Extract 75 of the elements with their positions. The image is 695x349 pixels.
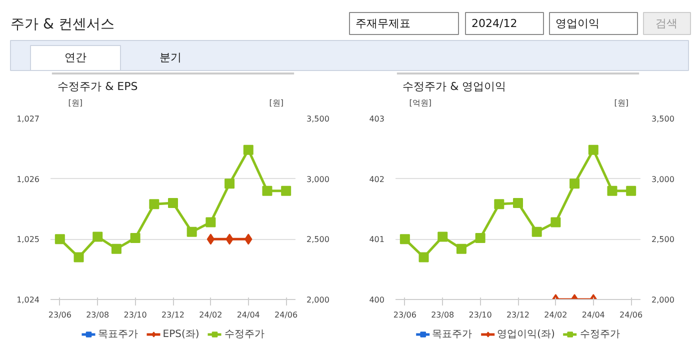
y-tick-label: 402: [369, 174, 385, 184]
point: [513, 198, 523, 208]
x-tick-label: 24/04: [582, 310, 605, 320]
point: [262, 186, 272, 196]
point: [130, 232, 140, 243]
legend-label: EPS(좌): [162, 328, 200, 341]
point: [570, 178, 580, 189]
x-tick-label: 23/10: [468, 310, 492, 320]
point: [438, 232, 448, 242]
point: [206, 217, 216, 228]
x-tick-label: 24/04: [236, 310, 260, 320]
y2-tick-label: 2,000: [306, 296, 330, 304]
text: 주가 & 컨센서스: [10, 16, 114, 32]
text: 주재무제표: [356, 17, 410, 30]
y-tick-label: 1,025: [16, 235, 40, 244]
y2-axis-title: [원]: [269, 98, 284, 108]
legend-label: 목표주가: [432, 328, 472, 341]
x-tick-label: 23/06: [393, 310, 416, 320]
point: [532, 226, 542, 237]
text: 검색: [656, 17, 678, 30]
x-tick-label: 24/06: [274, 310, 298, 320]
y2-tick-label: 3,500: [306, 114, 330, 124]
point: [281, 186, 292, 196]
y2-tick-label: 2,500: [652, 235, 674, 244]
y-tick-label: 403: [369, 114, 385, 124]
y-tick-label: 400: [369, 296, 385, 304]
text: 연간: [64, 51, 86, 64]
x-tick-label: 23/12: [506, 310, 530, 320]
y-tick-label: 1,024: [16, 296, 40, 304]
point: [224, 178, 235, 189]
y2-tick-label: 2,000: [652, 296, 674, 304]
point: [456, 244, 466, 254]
point: [74, 252, 84, 262]
text: 2024/12: [472, 17, 518, 30]
text: 분기: [160, 51, 182, 64]
point: [475, 232, 486, 243]
x-tick-label: 24/06: [620, 310, 643, 320]
chart-title: 수정주가 & EPS: [58, 80, 138, 93]
y-axis-title: [원]: [68, 98, 82, 108]
point: [168, 198, 178, 208]
point: [550, 217, 561, 228]
point: [626, 186, 636, 196]
point: [494, 199, 504, 210]
x-tick-label: 23/12: [161, 310, 185, 320]
point: [54, 234, 65, 244]
y2-tick-label: 2,500: [306, 235, 330, 244]
text: 영업이익: [556, 17, 600, 30]
point: [149, 199, 160, 210]
y2-tick-label: 3,000: [652, 174, 674, 184]
y2-tick-label: 3,000: [306, 174, 330, 184]
point: [92, 232, 103, 242]
point: [418, 252, 429, 262]
y-tick-label: 401: [369, 235, 385, 244]
point: [243, 144, 254, 155]
y-axis-title: [억원]: [409, 98, 432, 108]
y2-axis-title: [원]: [614, 98, 628, 108]
x-tick-label: 23/06: [48, 310, 72, 320]
x-tick-label: 24/02: [544, 310, 568, 320]
legend-label: 수정주가: [580, 328, 620, 341]
x-tick-label: 23/10: [124, 310, 147, 320]
y-tick-label: 1,027: [16, 114, 40, 124]
point: [111, 244, 122, 254]
point: [186, 226, 197, 237]
legend-label: 수정주가: [224, 328, 264, 341]
legend-label: 목표주가: [98, 328, 138, 341]
y2-tick-label: 3,500: [652, 114, 674, 124]
point: [588, 144, 598, 155]
point: [607, 186, 618, 196]
x-tick-label: 23/08: [431, 310, 454, 320]
y-tick-label: 1,026: [16, 174, 40, 184]
legend-label: 영업이익(좌): [497, 328, 555, 341]
x-tick-label: 24/02: [199, 310, 222, 320]
chart-title: 수정주가 & 영업이익: [402, 80, 506, 93]
x-tick-label: 23/08: [86, 310, 110, 320]
point: [400, 234, 410, 244]
